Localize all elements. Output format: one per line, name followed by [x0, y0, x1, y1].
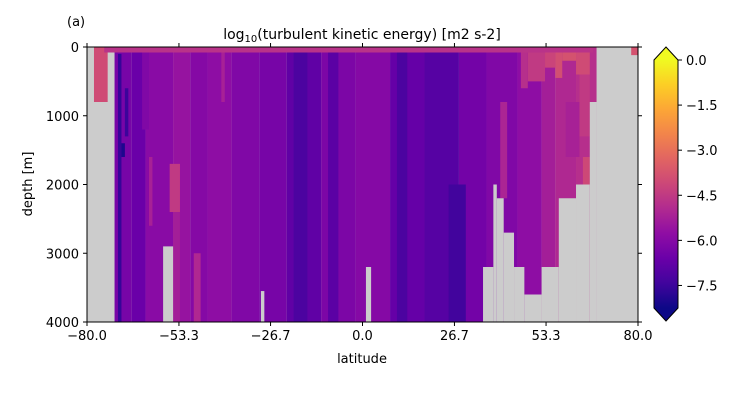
x-tick-label: −26.7	[251, 329, 291, 344]
tke-column	[93, 47, 108, 102]
tke-feature	[565, 102, 580, 157]
tke-column	[541, 47, 556, 322]
tke-feature	[173, 212, 180, 322]
tke-column	[259, 47, 287, 322]
y-tick-label: 2000	[46, 179, 79, 194]
colorbar-extend-max	[654, 47, 678, 60]
tke-feature	[448, 184, 466, 322]
tke-feature	[527, 47, 546, 82]
colorbar-tick-label: −3.0	[686, 144, 718, 159]
topography-mask	[589, 102, 597, 322]
topography-mask	[87, 47, 94, 322]
topography-mask	[514, 267, 525, 322]
topography-mask	[576, 184, 590, 322]
tke-feature	[631, 47, 638, 56]
colorbar-tick-label: 0.0	[686, 54, 707, 69]
topography-mask	[503, 232, 515, 323]
topography-mask	[163, 246, 174, 323]
x-tick-label: −80.0	[67, 329, 107, 344]
topography-mask	[541, 267, 559, 322]
chart-title: log10(turbulent kinetic energy) [m2 s-2]	[223, 27, 501, 45]
tke-feature	[500, 102, 508, 199]
topography-mask	[365, 267, 372, 322]
tke-feature	[124, 88, 129, 137]
y-axis-label: depth [m]	[21, 152, 36, 217]
plot-area	[86, 46, 639, 323]
topography-mask	[558, 198, 577, 322]
tke-feature	[328, 47, 339, 322]
y-tick-label: 1000	[46, 110, 79, 125]
tke-column	[231, 47, 260, 322]
heatmap-cells	[87, 47, 638, 323]
topography-mask	[93, 102, 108, 322]
title-log: log	[223, 27, 244, 43]
tke-feature	[121, 143, 125, 157]
tke-feature	[193, 253, 201, 322]
colorbar-tick-label: −6.0	[686, 234, 718, 249]
tke-feature	[169, 163, 180, 213]
x-tick-label: 80.0	[624, 329, 653, 344]
tke-column	[321, 47, 356, 322]
y-tick-label: 3000	[46, 247, 79, 262]
tke-feature	[555, 47, 563, 78]
tke-feature	[579, 74, 590, 137]
tke-feature	[142, 47, 149, 130]
topography-mask	[493, 184, 497, 322]
y-tick-label: 0	[71, 41, 79, 56]
tke-feature	[148, 157, 153, 226]
topography-mask	[483, 267, 494, 322]
y-tick-label: 4000	[46, 316, 79, 331]
colorbar-tick-label: −1.5	[686, 99, 718, 114]
tke-feature	[582, 157, 590, 185]
x-tick-label: −53.3	[159, 329, 199, 344]
tke-feature	[576, 47, 590, 75]
x-axis: −80.0 −53.3 −26.7 0.0 26.7 53.3 80.0	[67, 43, 652, 344]
title-rest: (turbulent kinetic energy) [m2 s-2]	[257, 27, 501, 43]
topography-mask	[496, 198, 504, 322]
x-tick-label: 0.0	[352, 329, 373, 344]
tke-column	[131, 47, 146, 322]
x-tick-label: 26.7	[440, 329, 469, 344]
x-tick-label: 53.3	[532, 329, 561, 344]
y-axis: 0 1000 2000 3000 4000	[46, 41, 642, 331]
tke-column	[114, 47, 132, 322]
colorbar-tick-label: −7.5	[686, 279, 718, 294]
tke-feature	[520, 47, 528, 89]
topography-mask	[596, 47, 632, 322]
tke-feature	[117, 53, 122, 323]
tke-feature	[396, 47, 408, 322]
colorbar-extend-min	[654, 308, 678, 321]
topography-mask	[631, 55, 638, 322]
tke-feature	[104, 47, 594, 53]
tke-feature	[221, 47, 225, 102]
tke-feature	[545, 47, 556, 68]
colorbar-gradient	[654, 60, 678, 308]
tke-feature	[293, 47, 308, 322]
colorbar: 0.0 −1.5 −3.0 −4.5 −6.0 −7.5	[653, 46, 718, 322]
tke-column	[207, 47, 232, 322]
panel-label: (a)	[67, 15, 85, 30]
title-subscript: 10	[245, 34, 258, 45]
topography-mask	[260, 291, 265, 322]
tke-column	[355, 47, 391, 322]
colorbar-tick-label: −4.5	[686, 189, 718, 204]
x-axis-label: latitude	[337, 352, 387, 367]
topography-mask	[524, 294, 542, 322]
